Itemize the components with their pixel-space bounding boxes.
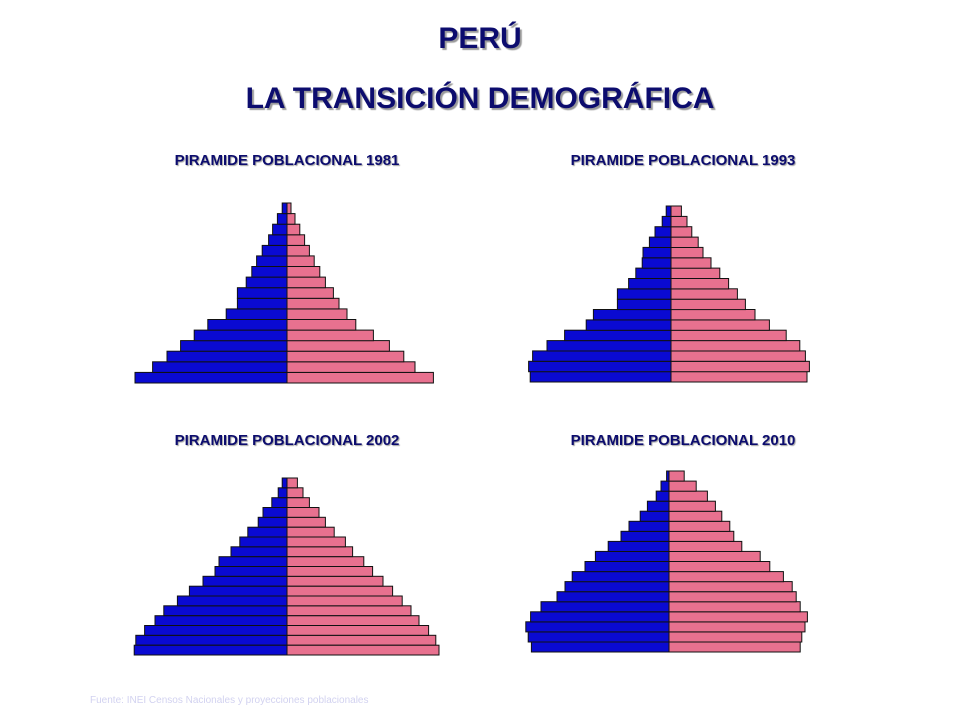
pyramid-bar-left [540, 601, 670, 613]
pyramid-bar-left [530, 641, 670, 653]
pyramid-bar-right [668, 530, 735, 542]
pyramid-bar-right [668, 581, 793, 593]
pyramid-bar-left [628, 520, 670, 532]
pyramid-bar-left [571, 571, 670, 583]
pyramid-bar-right [668, 571, 784, 583]
pyramid-bar-right [668, 631, 803, 643]
pyramid-bar-right [668, 621, 806, 633]
pyramid-bar-right [668, 470, 685, 482]
pyramid-bar-right [668, 540, 743, 553]
pyramid-bar-left [556, 591, 670, 603]
pyramid-bar-left [607, 540, 670, 553]
pyramid-2010-title: PIRAMIDE POBLACIONAL 2010 [570, 432, 796, 449]
pyramid-bar-right [668, 641, 801, 653]
pyramid-bar-left [655, 490, 670, 502]
pyramid-bar-left [525, 621, 670, 633]
pyramid-bar-right [286, 202, 292, 215]
pyramid-bar-left [527, 631, 670, 643]
pyramid-bar-left [594, 550, 670, 563]
pyramid-bar-right [668, 520, 731, 532]
pyramid-bar-right [668, 490, 708, 502]
pyramid-bar-left [530, 611, 670, 623]
pyramid-bar-left [660, 480, 670, 492]
pyramid-bar-right [670, 205, 682, 217]
pyramid-bar-right [668, 500, 716, 512]
pyramid-bar-right [668, 561, 771, 573]
pyramid-bar-left [620, 530, 670, 542]
pyramid-bar-right [668, 601, 801, 613]
pyramid-bar-right [286, 477, 298, 489]
source-note: Fuente: INEI Censos Nacionales y proyecc… [90, 695, 369, 706]
pyramid-1993-title: PIRAMIDE POBLACIONAL 1993 [570, 152, 796, 169]
pyramid-bar-right [668, 591, 797, 603]
pyramid-bar-right [668, 611, 808, 623]
pyramid-bar-right [668, 510, 723, 522]
page-title: PERÚ [438, 22, 522, 55]
page-subtitle: LA TRANSICIÓN DEMOGRÁFICA [245, 82, 715, 115]
pyramid-bar-left [564, 581, 670, 593]
pyramid-bar-right [668, 480, 697, 492]
pyramid-bar-left [639, 510, 670, 522]
pyramid-bar-left [646, 500, 670, 512]
pyramid-2002-title: PIRAMIDE POBLACIONAL 2002 [174, 432, 400, 449]
pyramid-bar-left [584, 561, 670, 573]
pyramid-1981-title: PIRAMIDE POBLACIONAL 1981 [174, 152, 400, 169]
pyramid-bar-right [668, 550, 761, 563]
